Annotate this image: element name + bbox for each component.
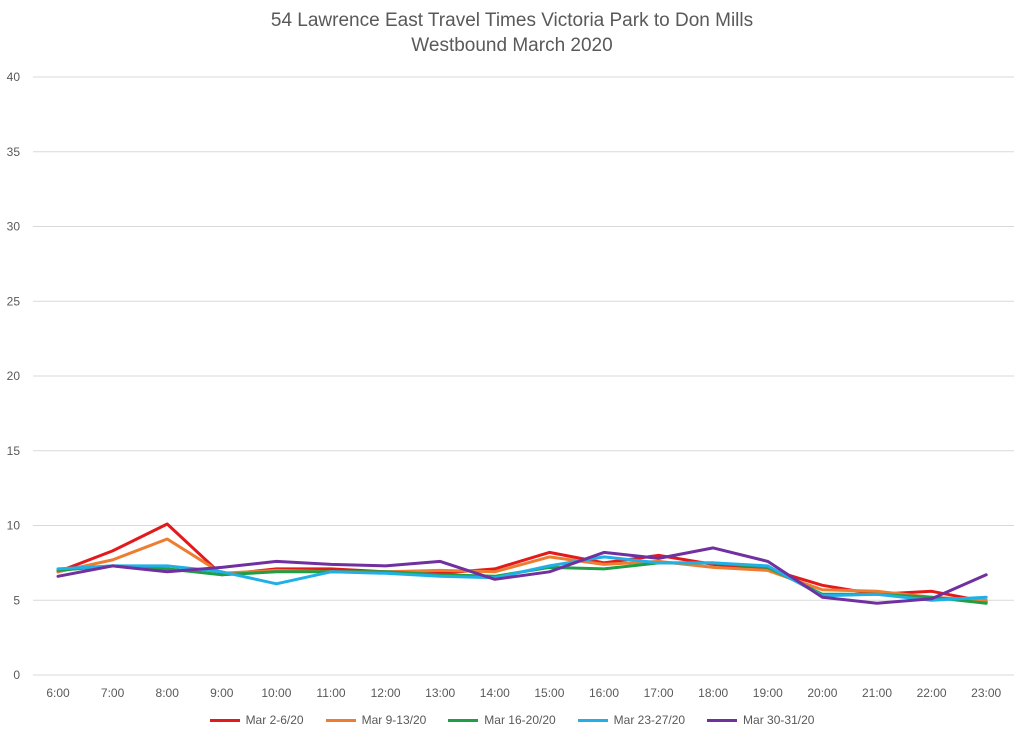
x-tick-label: 19:00 — [753, 686, 783, 700]
legend-swatch — [707, 718, 738, 722]
legend-item: Mar 23-27/20 — [577, 713, 686, 727]
legend-label: Mar 2-6/20 — [245, 713, 304, 727]
x-tick-label: 12:00 — [371, 686, 401, 700]
chart-title-line1: 54 Lawrence East Travel Times Victoria P… — [270, 10, 754, 31]
y-tick-label: 30 — [7, 220, 21, 234]
y-axis-ticks: 0 5 10 15 20 25 30 35 40 — [7, 70, 21, 682]
legend-item: Mar 30-31/20 — [707, 713, 814, 727]
legend: Mar 2-6/20 Mar 9-13/20 Mar 16-20/20 Mar 23-… — [0, 713, 1024, 727]
legend-label: Mar 23-27/20 — [613, 713, 686, 727]
y-tick-label: 25 — [7, 294, 21, 308]
chart-title-line2: Westbound March 2020 — [411, 35, 613, 56]
series-lines — [56, 522, 988, 605]
chart-title: 54 Lawrence East Travel Times Victoria P… — [0, 8, 1024, 58]
y-tick-label: 35 — [7, 145, 21, 159]
x-tick-label: 9:00 — [210, 686, 234, 700]
x-tick-label: 14:00 — [480, 686, 510, 700]
legend-label: Mar 9-13/20 — [361, 713, 427, 727]
x-tick-label: 21:00 — [862, 686, 892, 700]
x-tick-label: 17:00 — [644, 686, 674, 700]
x-tick-label: 10:00 — [261, 686, 291, 700]
x-tick-label: 11:00 — [316, 686, 345, 700]
legend-swatch — [325, 718, 356, 722]
legend-swatch — [448, 718, 479, 722]
legend-label: Mar 30-31/20 — [743, 713, 815, 727]
x-tick-label: 20:00 — [807, 686, 837, 700]
line-chart: 0 5 10 15 20 25 30 35 40 6:00 7:00 8:00 9:00 10:00 11… — [7, 70, 1014, 700]
x-tick-label: 7:00 — [101, 686, 125, 700]
legend-item: Mar 9-13/20 — [325, 713, 427, 727]
x-tick-label: 22:00 — [917, 686, 947, 700]
x-tick-label: 8:00 — [156, 686, 180, 700]
legend-item: Mar 16-20/20 — [448, 713, 556, 727]
x-axis-ticks: 6:00 7:00 8:00 9:00 10:00 11:00 12:00 13:00 14:0… — [46, 686, 1001, 700]
y-tick-label: 10 — [7, 519, 21, 533]
x-tick-label: 15:00 — [534, 686, 564, 700]
legend-item: Mar 2-6/20 — [209, 713, 304, 727]
x-tick-label: 18:00 — [698, 686, 728, 700]
legend-swatch — [577, 718, 608, 722]
legend-label: Mar 16-20/20 — [484, 713, 556, 727]
gridlines — [33, 76, 1014, 676]
legend-swatch — [209, 718, 240, 722]
x-tick-label: 23:00 — [971, 686, 1001, 700]
x-tick-label: 16:00 — [589, 686, 619, 700]
y-tick-label: 40 — [7, 70, 21, 84]
series-line-5 — [56, 546, 988, 605]
y-tick-label: 15 — [7, 444, 21, 458]
x-tick-label: 13:00 — [425, 686, 455, 700]
y-tick-label: 5 — [13, 593, 20, 607]
series-line-4 — [56, 555, 988, 602]
y-tick-label: 20 — [7, 369, 21, 383]
y-tick-label: 0 — [13, 668, 20, 682]
x-tick-label: 6:00 — [46, 686, 70, 700]
